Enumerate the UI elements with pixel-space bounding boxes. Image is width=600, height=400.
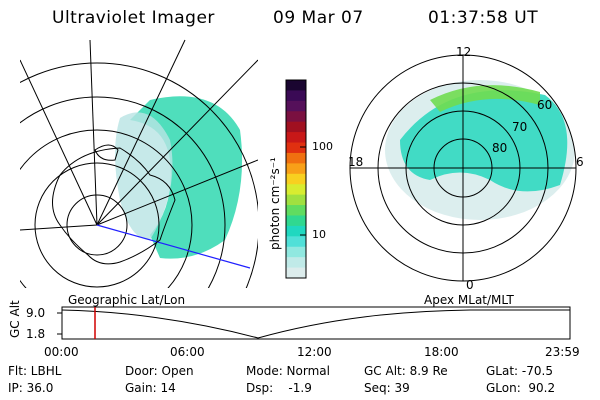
glat-value: GLat: -70.5 bbox=[486, 364, 553, 378]
mlt-label-6: 6 bbox=[576, 155, 584, 169]
altitude-plot-frame bbox=[61, 306, 571, 340]
gc-alt-value: GC Alt: 8.9 Re bbox=[364, 364, 448, 378]
ip-value: IP: 36.0 bbox=[8, 381, 54, 395]
colorbar-segment bbox=[286, 236, 306, 248]
plot-xtick-18: 18:00 bbox=[424, 345, 459, 359]
date-label: 09 Mar 07 bbox=[273, 8, 364, 28]
plot-xtick-2359: 23:59 bbox=[545, 345, 580, 359]
left-panel-caption: Geographic Lat/Lon bbox=[68, 293, 186, 307]
right-panel-caption: Apex MLat/MLT bbox=[424, 293, 514, 307]
colorbar-segment bbox=[286, 132, 306, 144]
plot-xtick-0: 00:00 bbox=[44, 345, 79, 359]
colorbar-segment bbox=[286, 163, 306, 175]
colorbar-segment bbox=[286, 184, 306, 196]
mlt-label-0: 0 bbox=[466, 278, 474, 292]
colorbar-segment bbox=[286, 100, 306, 112]
colorbar-segment bbox=[286, 225, 306, 237]
plot-ytick-1-8: 1.8 bbox=[26, 327, 46, 341]
colorbar-tick-100: 100 bbox=[312, 140, 333, 153]
plot-ylabel: GC Alt bbox=[8, 300, 22, 338]
seq-value: Seq: 39 bbox=[364, 381, 410, 395]
colorbar-segment bbox=[286, 194, 306, 206]
instrument-title: Ultraviolet Imager bbox=[52, 8, 215, 28]
geographic-map bbox=[20, 39, 258, 288]
colorbar-segment bbox=[286, 257, 306, 269]
aurora-oval bbox=[400, 90, 568, 192]
colorbar-segment bbox=[286, 142, 306, 154]
mlt-label-18: 18 bbox=[348, 155, 364, 169]
plot-ytick-9: 9.0 bbox=[26, 306, 46, 320]
time-label: 01:37:58 UT bbox=[428, 8, 539, 28]
colorbar-segment bbox=[286, 152, 306, 164]
aurora-faint bbox=[115, 112, 173, 240]
colorbar-segment bbox=[286, 267, 306, 279]
altitude-curve bbox=[61, 309, 570, 339]
plot-xtick-6: 06:00 bbox=[170, 345, 205, 359]
colorbar-segment bbox=[286, 246, 306, 258]
coastline bbox=[52, 147, 176, 265]
colorbar-segment bbox=[286, 121, 306, 133]
colorbar-unit-label: photon cm⁻²s⁻¹ bbox=[268, 157, 282, 250]
lat-label-60: 60 bbox=[537, 98, 553, 112]
mode-value: Mode: Normal bbox=[246, 364, 330, 378]
dsp-value: Dsp: -1.9 bbox=[246, 381, 312, 395]
plot-xtick-12: 12:00 bbox=[297, 345, 332, 359]
lat-label-80: 80 bbox=[492, 141, 508, 155]
lat-label-70: 70 bbox=[512, 120, 528, 134]
colorbar-segment bbox=[286, 173, 306, 185]
mlt-label-12: 12 bbox=[456, 45, 472, 59]
colorbar-tick-10: 10 bbox=[312, 228, 326, 241]
aurora-emission bbox=[130, 96, 243, 259]
door-value: Door: Open bbox=[125, 364, 194, 378]
polar-map bbox=[385, 80, 575, 220]
colorbar-segment bbox=[286, 215, 306, 227]
colorbar-segment bbox=[286, 80, 306, 91]
terminator-line bbox=[96, 224, 251, 269]
gain-value: Gain: 14 bbox=[125, 381, 176, 395]
color-scale-bar bbox=[286, 80, 306, 279]
colorbar-segment bbox=[286, 90, 306, 102]
colorbar-segment bbox=[286, 205, 306, 216]
glon-value: GLon: 90.2 bbox=[486, 381, 556, 395]
colorbar-segment bbox=[286, 111, 306, 123]
filter-value: Flt: LBHL bbox=[8, 364, 62, 378]
